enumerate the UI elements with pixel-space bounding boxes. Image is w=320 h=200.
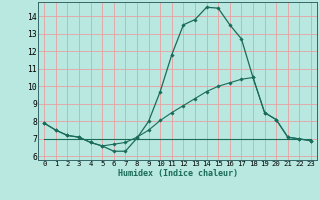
X-axis label: Humidex (Indice chaleur): Humidex (Indice chaleur)	[118, 169, 238, 178]
